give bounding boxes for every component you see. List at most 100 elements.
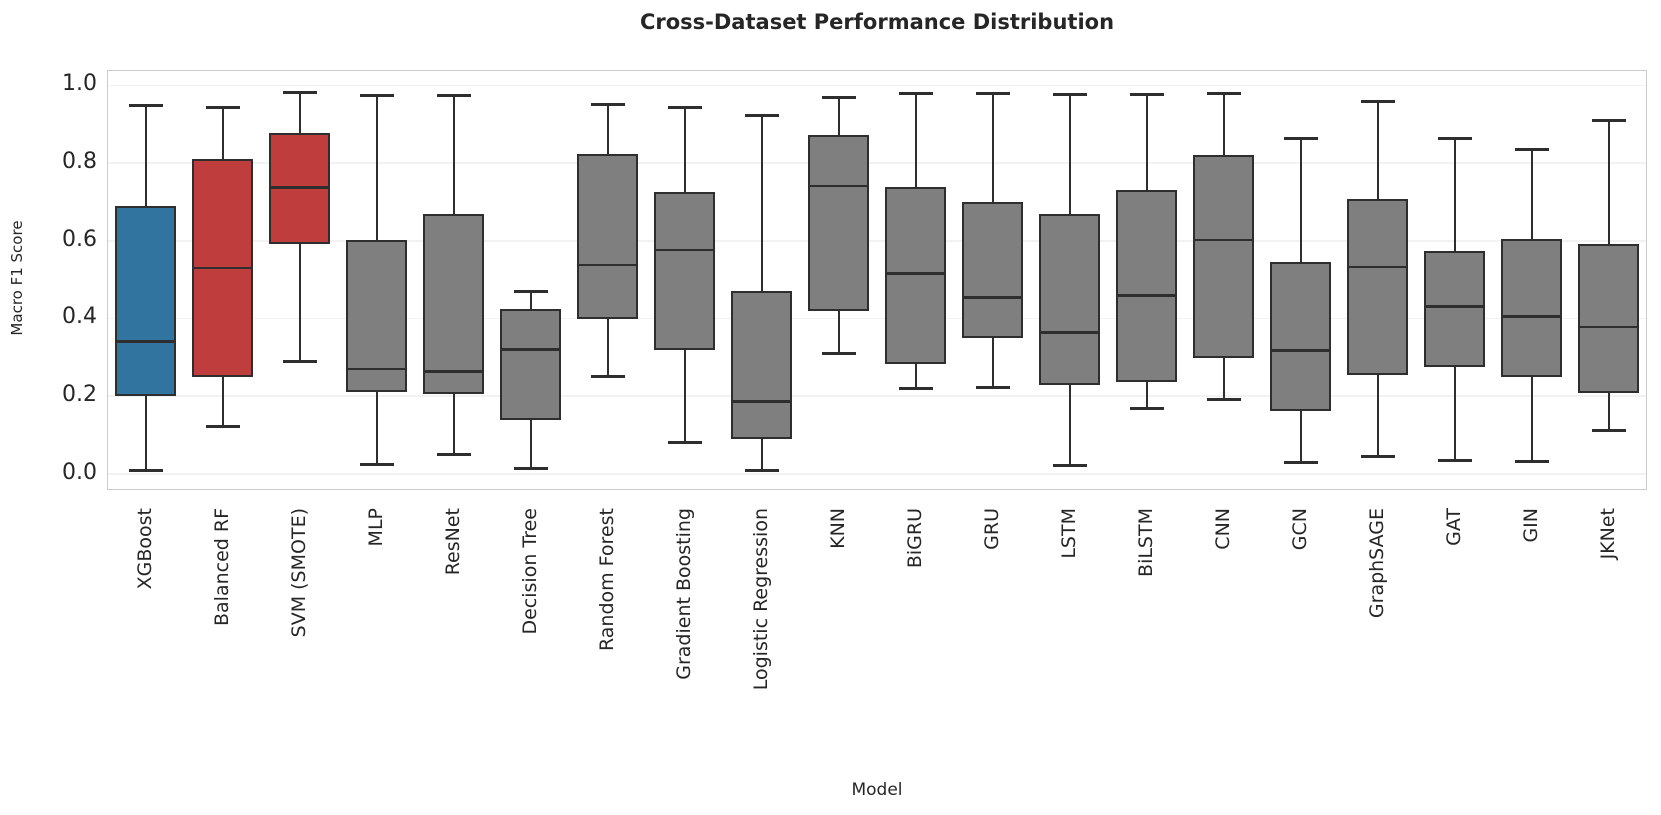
x-tick-label: JKNet [1597,508,1619,560]
median-line [115,340,176,343]
gridline [108,240,1646,242]
median-line [1039,331,1100,334]
x-tick-label: ResNet [442,508,464,576]
median-line [192,266,253,270]
median-line [1116,294,1177,297]
whisker-cap-top [436,93,471,97]
x-tick-label: BiLSTM [1135,508,1157,577]
whisker-cap-top [1514,147,1549,151]
gridline [108,395,1646,397]
median-line [1193,238,1254,242]
x-tick-label: BiGRU [904,508,926,569]
median-line [808,184,869,188]
x-tick-label: LSTM [1058,508,1080,559]
iqr-box [1039,214,1100,386]
whisker-cap-top [1283,136,1318,140]
whisker-cap-bottom [898,387,933,391]
y-tick-label: 0.2 [62,382,97,408]
whisker-cap-bottom [1129,406,1164,410]
x-tick-label: GCN [1289,508,1311,551]
iqr-box [731,291,792,439]
x-tick-label: MLP [365,508,387,547]
whisker-cap-bottom [205,424,240,428]
x-tick-label: Decision Tree [519,508,541,635]
x-tick-label: GraphSAGE [1366,508,1388,619]
whisker-cap-bottom [667,440,702,444]
iqr-box [1424,250,1485,368]
whisker-cap-top [1437,137,1472,141]
x-tick-label: GAT [1443,508,1465,546]
gridline [108,473,1646,475]
iqr-box [1193,154,1254,358]
median-line [1347,265,1408,269]
whisker-cap-top [898,92,933,96]
x-tick-label: SVM (SMOTE) [288,508,310,638]
x-tick-label: GIN [1520,508,1542,543]
whisker-cap-top [282,91,317,95]
x-tick-label: Gradient Boosting [673,508,695,680]
chart-title: Cross-Dataset Performance Distribution [639,10,1115,34]
plot-area [107,70,1647,490]
iqr-box [500,309,561,421]
median-line [577,263,638,267]
whisker-cap-bottom [1206,397,1241,401]
median-line [269,186,330,189]
whisker-cap-bottom [1591,428,1626,432]
whisker-cap-bottom [975,385,1010,389]
whisker-cap-bottom [1360,455,1395,459]
iqr-box [1501,239,1562,378]
x-tick-label: Random Forest [596,508,618,652]
y-tick-label: 1.0 [62,71,97,97]
x-axis-label: Model [851,780,903,800]
whisker-cap-bottom [744,469,779,473]
y-axis-label: Macro F1 Score [8,220,26,336]
iqr-box [962,202,1023,339]
whisker-cap-top [1052,92,1087,96]
median-line [885,272,946,275]
median-line [423,370,484,373]
x-tick-label: GRU [981,508,1003,550]
whisker-cap-top [1360,99,1395,103]
whisker-cap-bottom [436,453,471,457]
whisker-cap-top [205,106,240,110]
y-tick-label: 0.6 [62,226,97,252]
whisker-cap-top [513,290,548,294]
whisker-cap-bottom [1437,458,1472,462]
whisker-cap-bottom [359,462,394,466]
median-line [1501,315,1562,318]
whisker-cap-top [128,104,163,108]
median-line [346,367,407,371]
median-line [1270,349,1331,352]
whisker-cap-top [667,105,702,109]
y-tick-label: 0.0 [62,459,97,485]
x-tick-label: Logistic Regression [750,508,772,691]
iqr-box [577,153,638,320]
whisker-cap-bottom [282,359,317,363]
iqr-box [1270,262,1331,412]
iqr-box [1578,243,1639,393]
x-tick-label: CNN [1212,508,1234,550]
whisker-cap-top [590,103,625,107]
x-tick-label: KNN [827,508,849,549]
median-line [962,296,1023,299]
median-line [731,400,792,403]
iqr-box [1116,189,1177,383]
whisker-cap-bottom [1052,463,1087,467]
median-line [500,348,561,351]
whisker-cap-top [821,96,856,100]
median-line [1578,325,1639,329]
iqr-box [808,134,869,312]
iqr-box [115,206,176,396]
whisker-cap-bottom [590,375,625,379]
whisker-cap-bottom [128,469,163,473]
whisker-cap-bottom [821,352,856,356]
whisker-cap-top [744,114,779,118]
gridline [108,162,1646,164]
iqr-box [654,191,715,350]
x-tick-label: XGBoost [134,508,156,590]
whisker-cap-bottom [513,466,548,470]
x-tick-label: Balanced RF [211,508,233,627]
iqr-box [1347,198,1408,375]
iqr-box [885,187,946,365]
